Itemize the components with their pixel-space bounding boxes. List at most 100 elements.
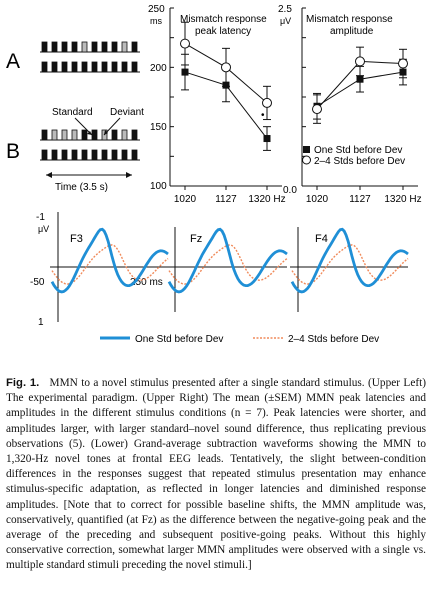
- latency-axes: [169, 7, 282, 190]
- panel-label-b: B: [6, 140, 20, 163]
- tone-mark: [121, 41, 128, 53]
- tone-mark: [101, 41, 108, 53]
- tone-mark: [91, 41, 98, 53]
- tone-mark: [121, 149, 128, 161]
- latency-title-1: Mismatch response: [180, 14, 267, 25]
- figure-1: A B Standard Deviant Time (3.5 s) 250 ms…: [6, 4, 422, 345]
- latency-y-max: 250: [148, 4, 165, 15]
- tone-mark: [111, 41, 118, 53]
- tone-mark: [51, 41, 58, 53]
- legend-filled-square: [303, 146, 310, 153]
- latency-x-tick-label: 1320 Hz: [248, 194, 285, 205]
- time-label: Time (3.5 s): [55, 182, 108, 193]
- standard-arrowhead: [87, 131, 92, 135]
- caption-text: MMN to a novel stimulus presented after …: [6, 377, 426, 572]
- legend-lower-multi-std: 2–4 Stds before Dev: [288, 334, 379, 345]
- wave-x-end: 250 ms: [130, 277, 163, 288]
- legend-one-std: One Std before Dev: [314, 145, 402, 156]
- tone-mark: [51, 61, 58, 73]
- tone-mark: [81, 129, 88, 141]
- deviant-arrowhead: [104, 130, 108, 135]
- tone-mark: [81, 149, 88, 161]
- deviant-label: Deviant: [110, 107, 144, 118]
- wave-y-bottom: 1: [38, 317, 44, 328]
- amplitude-x-tick-label: 1127: [349, 194, 371, 205]
- tone-mark: [61, 149, 68, 161]
- trace-one-std: [290, 227, 409, 294]
- amplitude-axes: [301, 7, 418, 190]
- tone-mark: [41, 61, 48, 73]
- wave-y-unit: μV: [38, 224, 49, 234]
- latency-y-tick-label: 100: [150, 181, 167, 192]
- waveform-traces: [50, 212, 409, 322]
- amplitude-x-tick-label: 1320 Hz: [384, 194, 421, 205]
- tone-mark: [121, 61, 128, 73]
- latency-title-2: peak latency: [195, 26, 251, 37]
- trace-one-std: [50, 227, 169, 294]
- channel-fz: Fz: [190, 233, 202, 245]
- tone-mark: [131, 61, 138, 73]
- tone-mark: [111, 129, 118, 141]
- tone-mark: [91, 149, 98, 161]
- tone-mark: [41, 149, 48, 161]
- data-point-open-circle: [180, 38, 190, 49]
- tone-mark: [111, 61, 118, 73]
- legend-lower-one-std: One Std before Dev: [135, 334, 223, 345]
- tone-mark: [71, 41, 78, 53]
- tone-mark: [91, 61, 98, 73]
- tone-mark: [71, 129, 78, 141]
- amplitude-y-unit: μV: [280, 16, 291, 26]
- latency-x-tick-label: 1127: [215, 194, 237, 205]
- figure-caption: Fig. 1. MMN to a novel stimulus presente…: [6, 376, 426, 574]
- amplitude-title-2: amplitude: [330, 26, 374, 37]
- amplitude-x-tick-label: 1020: [306, 194, 329, 205]
- latency-x-tick-label: 1020: [174, 194, 197, 205]
- data-point-open-circle: [312, 104, 322, 115]
- data-point-open-circle: [262, 97, 272, 108]
- tone-mark: [121, 129, 128, 141]
- latency-marks: [180, 21, 272, 151]
- tone-mark: [131, 129, 138, 141]
- legend-open-circle: [302, 155, 311, 165]
- data-point-filled-square: [263, 135, 271, 143]
- significance-marker: •: [261, 110, 265, 121]
- tone-mark: [61, 41, 68, 53]
- tone-mark: [71, 61, 78, 73]
- amplitude-y-max: 2.5: [278, 4, 292, 15]
- trace-one-std: [167, 227, 288, 294]
- amplitude-title-1: Mismatch response: [306, 14, 393, 25]
- data-point-open-circle: [221, 62, 231, 73]
- standard-label: Standard: [52, 107, 93, 118]
- channel-f3: F3: [70, 233, 83, 245]
- tone-mark: [61, 61, 68, 73]
- stimulus-trains: [40, 41, 140, 161]
- tone-mark: [61, 129, 68, 141]
- tone-mark: [71, 149, 78, 161]
- tone-mark: [131, 41, 138, 53]
- tone-mark: [81, 61, 88, 73]
- tone-mark: [51, 149, 58, 161]
- data-point-filled-square: [356, 75, 364, 83]
- tone-mark: [111, 149, 118, 161]
- panel-label-a: A: [6, 50, 20, 73]
- channel-f4: F4: [315, 233, 328, 245]
- tone-mark: [41, 129, 48, 141]
- data-point-filled-square: [181, 68, 189, 76]
- legend-multi-std: 2–4 Stds before Dev: [314, 156, 405, 167]
- tone-mark: [101, 61, 108, 73]
- tone-mark: [41, 41, 48, 53]
- tone-mark: [101, 149, 108, 161]
- amplitude-marks: [312, 46, 408, 124]
- tone-mark: [81, 41, 88, 53]
- tone-mark: [91, 129, 98, 141]
- tone-mark: [131, 149, 138, 161]
- latency-y-tick-label: 200: [150, 63, 167, 74]
- wave-y-top: -1: [36, 212, 45, 223]
- tone-mark: [51, 129, 58, 141]
- data-point-open-circle: [398, 58, 408, 69]
- wave-x-start: -50: [30, 277, 45, 288]
- caption-fig-label: Fig. 1.: [6, 377, 40, 389]
- latency-y-tick-label: 150: [150, 122, 167, 133]
- data-point-open-circle: [355, 56, 365, 67]
- amplitude-y-min: 0.0: [283, 185, 297, 196]
